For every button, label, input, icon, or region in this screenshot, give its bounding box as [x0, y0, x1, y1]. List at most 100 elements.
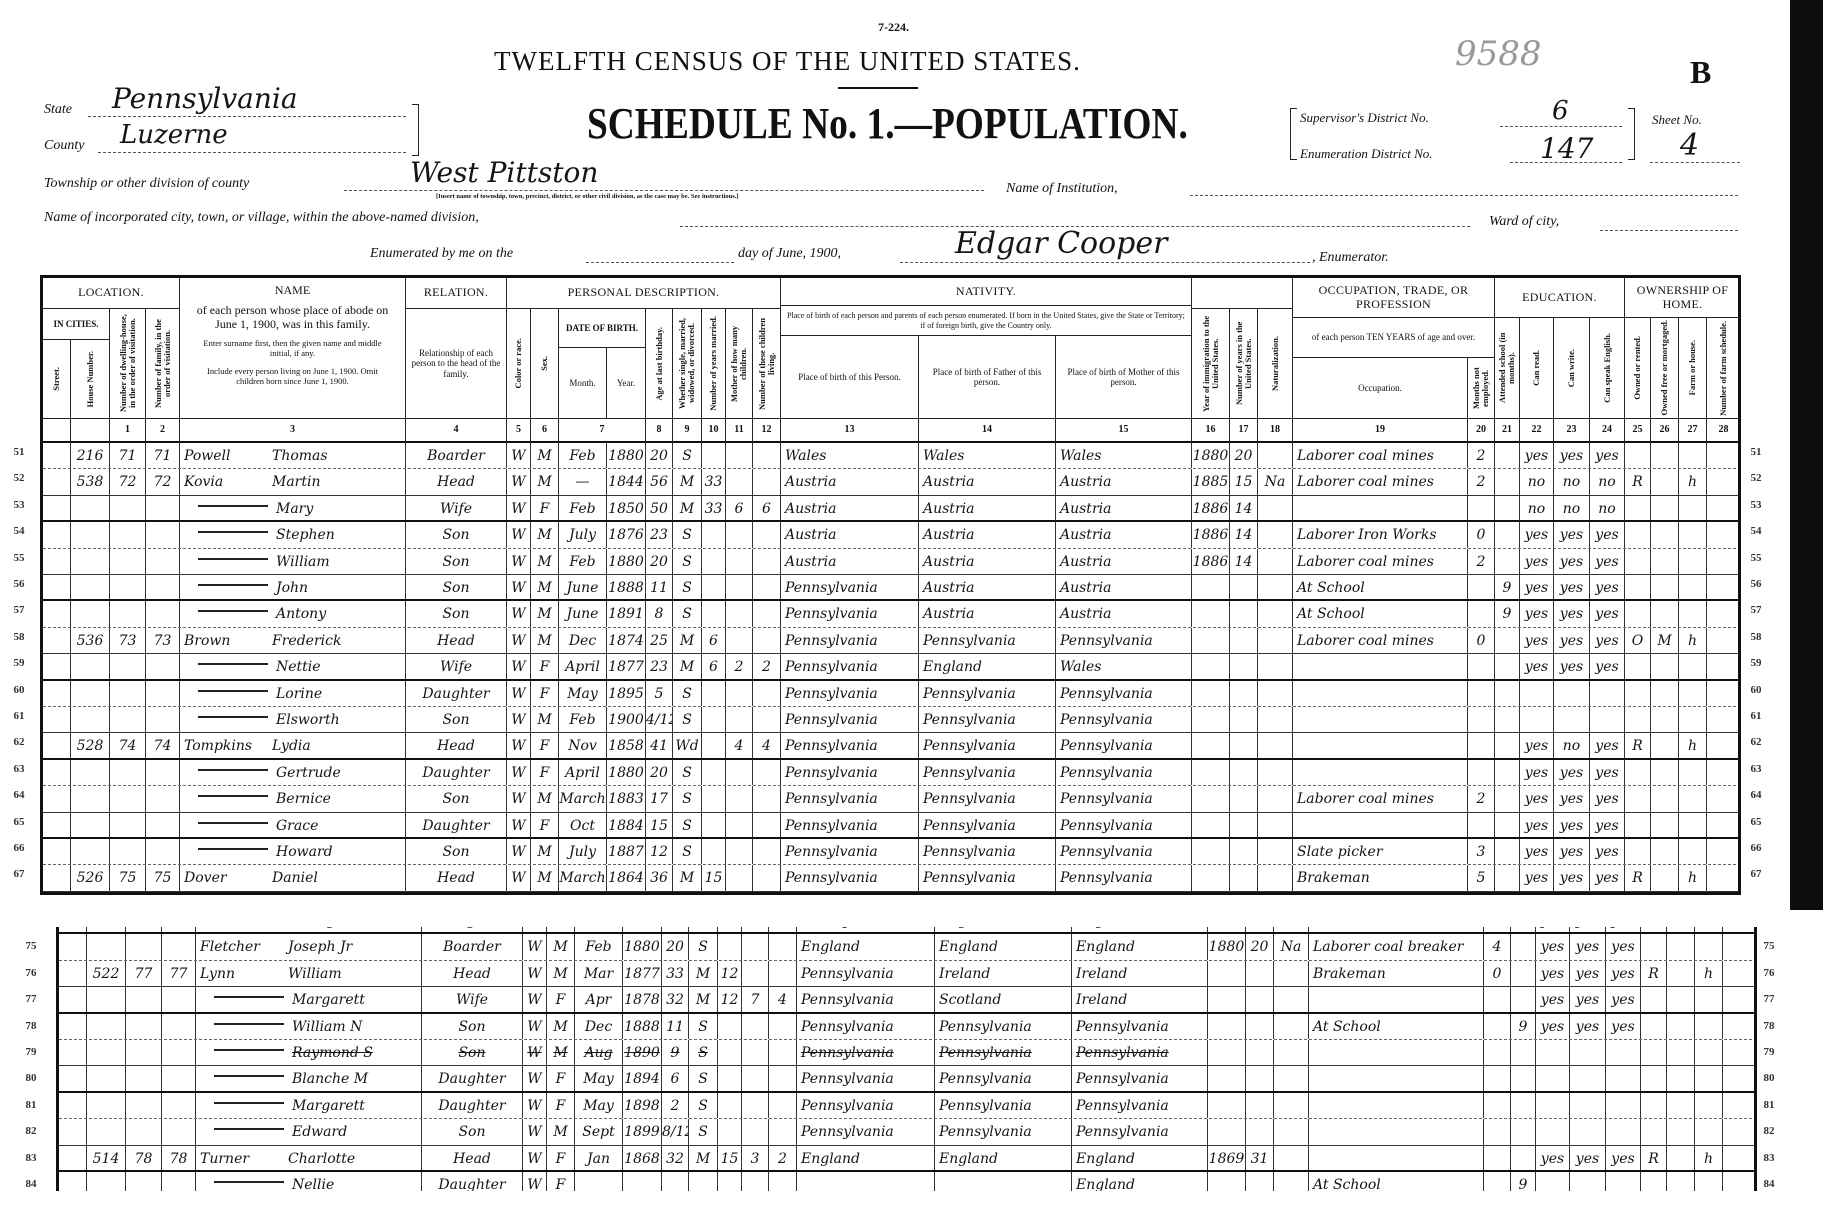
cell: 14 — [1230, 495, 1258, 521]
cell — [1554, 680, 1590, 706]
cell — [71, 654, 110, 679]
cell — [1258, 575, 1293, 600]
given-name: Blanche M — [292, 1071, 369, 1088]
person-name: William N — [196, 1013, 422, 1039]
cell — [110, 759, 146, 786]
cell: W — [523, 1013, 547, 1039]
cell — [1651, 575, 1679, 600]
cell — [110, 680, 146, 706]
row-number: 55 — [1750, 551, 1762, 564]
cell: yes — [1570, 927, 1606, 933]
cell: W — [523, 1092, 547, 1119]
cell — [753, 522, 781, 548]
cell — [162, 1172, 196, 1191]
cell: Son — [406, 707, 507, 733]
row-number: 54 — [1750, 525, 1762, 538]
cell — [126, 1066, 162, 1091]
cell — [769, 1040, 797, 1066]
cell: Na — [1258, 469, 1293, 495]
cell: 50 — [646, 495, 673, 521]
form-number: 7-224. — [878, 20, 909, 34]
cell: 33 — [662, 960, 689, 987]
cell: Austria — [919, 575, 1056, 600]
column-header-label: Whether single, married, widowed, or div… — [677, 318, 696, 409]
cell — [126, 987, 162, 1012]
cell: 1886 — [1192, 522, 1230, 548]
cell — [1554, 707, 1590, 733]
cell — [742, 1013, 769, 1039]
cell — [1625, 839, 1651, 865]
cell — [110, 839, 146, 865]
cell — [1484, 1092, 1511, 1119]
column-header: Color or race. — [507, 309, 531, 419]
cell — [1606, 1066, 1641, 1091]
cell — [1606, 1119, 1641, 1145]
cell: Pennsylvania — [919, 680, 1056, 706]
cell — [753, 759, 781, 786]
cell: M — [531, 786, 559, 812]
cell — [43, 575, 71, 600]
cell: Austria — [1056, 522, 1192, 548]
table-row: Nellie Daughter W F England At School 9 — [59, 1172, 1754, 1191]
given-name: William — [276, 553, 330, 570]
enumerator-signature: Edgar Cooper — [955, 226, 1168, 261]
cell — [43, 601, 71, 627]
cell — [146, 839, 180, 865]
cell: Head — [406, 865, 507, 891]
cell: Wales — [1056, 654, 1192, 679]
cell: 8/12 — [662, 1119, 689, 1145]
cell: Pennsylvania — [1072, 1066, 1208, 1091]
cell — [1192, 627, 1230, 654]
cell — [1230, 786, 1258, 812]
cell: Pennsylvania — [919, 812, 1056, 837]
column-number — [43, 419, 71, 443]
cell — [726, 839, 753, 865]
column-header: Mother of how many children. — [726, 309, 753, 419]
cell: S — [689, 1092, 718, 1119]
row-number: 80 — [1763, 1072, 1775, 1085]
cell: At School — [1309, 927, 1484, 933]
cell: Daughter — [422, 1092, 523, 1119]
cell — [71, 575, 110, 600]
cell: Wd — [673, 733, 702, 758]
cell — [87, 934, 126, 960]
row-number: 63 — [1750, 762, 1762, 775]
cell — [43, 707, 71, 733]
cell — [718, 1119, 742, 1145]
cell: Daughter — [422, 1066, 523, 1091]
cell — [126, 1040, 162, 1066]
cell — [702, 786, 726, 812]
cell — [1511, 934, 1536, 960]
cell: 1886 — [1192, 495, 1230, 521]
cell — [1192, 733, 1230, 758]
row-number: 55 — [13, 551, 25, 564]
cell: 9 — [1511, 927, 1536, 933]
cell: Boarder — [422, 934, 523, 960]
cell: Austria — [919, 601, 1056, 627]
cell: yes — [1536, 1013, 1570, 1039]
enumerator-label: , Enumerator. — [1312, 250, 1389, 265]
cell — [1246, 1040, 1274, 1066]
row-number: 84 — [25, 1178, 37, 1190]
cell — [1468, 680, 1495, 706]
cell — [702, 522, 726, 548]
cell: 1880 — [607, 548, 646, 574]
column-number: 7 — [559, 419, 646, 443]
cell — [1679, 548, 1707, 574]
cell — [1695, 1092, 1723, 1119]
cell: 73 — [146, 627, 180, 654]
cell: Pennsylvania — [1056, 733, 1192, 758]
cell — [742, 1172, 769, 1191]
column-number: 11 — [726, 419, 753, 443]
cell — [1192, 786, 1230, 812]
column-header: Owned free or mortgaged. — [1651, 318, 1679, 419]
column-number: 17 — [1230, 419, 1258, 443]
cell — [59, 1172, 87, 1191]
census-table-bottom: GeorgieDaughterWFNov188811SPennsylvaniaE… — [56, 927, 1757, 1191]
cell: W — [523, 1172, 547, 1191]
row-number: 79 — [1763, 1046, 1775, 1058]
cell — [726, 601, 753, 627]
cell: 6 — [702, 627, 726, 654]
cell — [1309, 1040, 1484, 1066]
cell: 1898 — [623, 1092, 662, 1119]
